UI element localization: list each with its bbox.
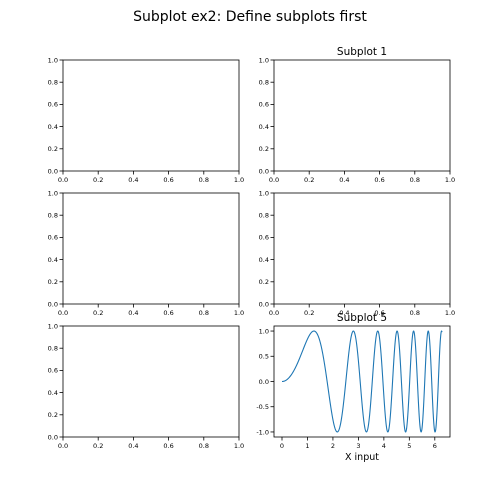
- x-tick-label: 1.0: [234, 309, 244, 317]
- x-tick-label: 0.0: [58, 176, 68, 184]
- x-tick-label: 0.4: [128, 309, 138, 317]
- x-tick-label: 0.6: [163, 176, 173, 184]
- series-line-sin-x-squared: [282, 330, 443, 433]
- axes-frame: [62, 325, 240, 438]
- subplot-2: 0.0 0.2 0.4 0.6 0.8 1.0 0.0 0.2 0.4 0.6 0.8 1.0: [48, 189, 245, 317]
- axes-title: Subplot 5: [337, 312, 387, 324]
- y-tick-label: 1.0: [259, 189, 269, 197]
- y-tick-label: 1.0: [48, 322, 58, 330]
- x-tick-label: 0.2: [304, 176, 314, 184]
- x-tick-label: 1.0: [234, 442, 244, 450]
- y-tick-label: 0.4: [48, 123, 58, 131]
- y-tick-label: 0.8: [48, 212, 58, 220]
- x-tick-label: 0: [280, 442, 284, 450]
- x-tick-label: 0.8: [199, 309, 209, 317]
- x-tick-label: 1.0: [234, 176, 244, 184]
- x-tick-label: 0.0: [58, 442, 68, 450]
- x-tick-label: 5: [407, 442, 411, 450]
- x-tick-label: 0.4: [128, 442, 138, 450]
- x-axis-label: X input: [345, 452, 379, 463]
- figure-suptitle: Subplot ex2: Define subplots first: [133, 9, 367, 25]
- y-tick-label: 0.0: [259, 300, 269, 308]
- y-tick-label: 0.0: [259, 378, 269, 386]
- x-tick-label: 0.8: [199, 176, 209, 184]
- x-tick-label: 0.8: [410, 309, 420, 317]
- x-tick-label: 1.0: [445, 309, 455, 317]
- x-tick-label: 2: [331, 442, 335, 450]
- y-tick-label: 0.4: [48, 256, 58, 264]
- y-tick-label: 0.0: [259, 167, 269, 175]
- y-tick-label: 0.2: [259, 278, 269, 286]
- y-tick-label: 0.6: [48, 367, 58, 375]
- subplot-3: 0.0 0.2 0.4 0.6 0.8 1.0 0.0 0.2 0.4 0.6 0.8 1.0: [259, 189, 456, 317]
- axes-title: Subplot 1: [337, 46, 387, 58]
- y-tick-label: 0.8: [259, 79, 269, 87]
- y-tick-label: 0.8: [48, 345, 58, 353]
- x-tick-label: 0.2: [93, 442, 103, 450]
- y-tick-label: 1.0: [259, 56, 269, 64]
- y-tick-label: 0.0: [48, 167, 58, 175]
- axes-frame: [273, 59, 451, 172]
- x-tick-label: 1: [305, 442, 309, 450]
- x-tick-label: 0.4: [339, 309, 349, 317]
- y-tick-label: 0.4: [48, 389, 58, 397]
- x-tick-label: 0.2: [304, 309, 314, 317]
- y-tick-label: 0.6: [48, 234, 58, 242]
- y-tick-label: 0.4: [259, 123, 269, 131]
- x-tick-label: 0.0: [269, 309, 279, 317]
- y-tick-label: 0.8: [48, 79, 58, 87]
- y-tick-label: 0.6: [259, 101, 269, 109]
- x-tick-label: 0.6: [374, 309, 384, 317]
- y-tick-label: 0.0: [48, 300, 58, 308]
- y-tick-label: 0.4: [259, 256, 269, 264]
- subplot-4: 0.0 0.2 0.4 0.6 0.8 1.0 0.0 0.2 0.4 0.6 0.8 1.0: [48, 322, 245, 450]
- subplot-5: Subplot 5 0 1 2 3 4 5 6 -1.0 -0.5 0.0 0.5 1.0 X input: [256, 312, 451, 463]
- x-tick-label: 0.2: [93, 176, 103, 184]
- subplot-0: 0.0 0.2 0.4 0.6 0.8 1.0 0.0 0.2 0.4 0.6 0.8 1.0: [48, 56, 245, 184]
- x-tick-label: 6: [433, 442, 437, 450]
- x-tick-label: 1.0: [445, 176, 455, 184]
- axes-frame: [273, 325, 451, 438]
- y-tick-label: 0.0: [48, 433, 58, 441]
- x-tick-label: 0.0: [58, 309, 68, 317]
- x-tick-label: 0.8: [410, 176, 420, 184]
- axes-frame: [62, 59, 240, 172]
- y-tick-label: 0.2: [259, 145, 269, 153]
- y-tick-label: 1.0: [48, 189, 58, 197]
- x-tick-label: 0.6: [163, 442, 173, 450]
- x-tick-label: 0.4: [339, 176, 349, 184]
- x-tick-label: 3: [356, 442, 360, 450]
- y-tick-label: 1.0: [259, 327, 269, 335]
- y-tick-label: 0.2: [48, 278, 58, 286]
- y-tick-label: 1.0: [48, 56, 58, 64]
- x-tick-label: 0.2: [93, 309, 103, 317]
- y-tick-label: 0.6: [48, 101, 58, 109]
- subplot-grid: 0.0 0.2 0.4 0.6 0.8 1.00.00.20.40.60.81.0Subp…: [48, 46, 456, 463]
- x-tick-label: 0.8: [199, 442, 209, 450]
- x-tick-label: 0.6: [163, 309, 173, 317]
- x-tick-label: 0.4: [128, 176, 138, 184]
- axes-frame: [273, 192, 451, 305]
- y-tick-label: 0.6: [259, 234, 269, 242]
- y-tick-label: 0.5: [259, 353, 269, 361]
- y-tick-label: -0.5: [256, 403, 269, 411]
- subplot-1: Subplot 1 0.0 0.2 0.4 0.6 0.8 1.0 0.0 0.2 0.4 0.6 0…: [259, 46, 456, 184]
- y-tick-label: -1.0: [256, 428, 269, 436]
- x-tick-label: 0.0: [269, 176, 279, 184]
- x-tick-label: 4: [382, 442, 386, 450]
- x-tick-label: 0.6: [374, 176, 384, 184]
- y-tick-label: 0.2: [48, 145, 58, 153]
- axes-frame: [62, 192, 240, 305]
- y-tick-label: 0.2: [48, 411, 58, 419]
- y-tick-label: 0.8: [259, 212, 269, 220]
